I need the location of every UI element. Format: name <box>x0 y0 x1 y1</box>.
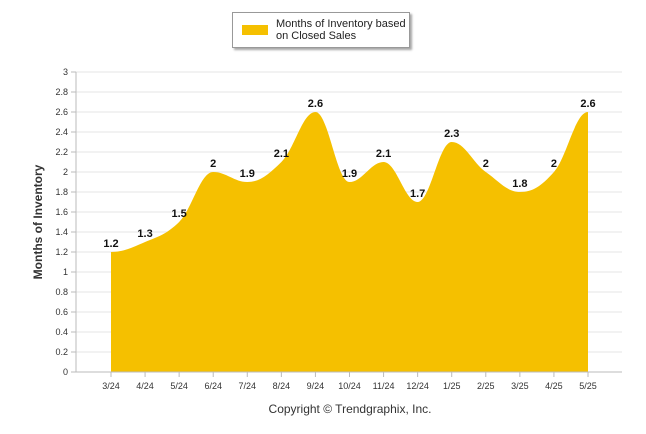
x-tick-label: 3/24 <box>102 381 120 391</box>
y-tick-label: 2.8 <box>55 87 68 97</box>
x-tick-label: 8/24 <box>273 381 291 391</box>
x-tick-label: 6/24 <box>204 381 222 391</box>
y-tick-label: 1.2 <box>55 247 68 257</box>
x-tick-label: 4/24 <box>136 381 154 391</box>
y-axis-label: Months of Inventory <box>31 164 45 279</box>
data-label: 1.8 <box>512 178 527 190</box>
x-tick-label: 2/25 <box>477 381 495 391</box>
x-tick-label: 12/24 <box>406 381 429 391</box>
y-tick-label: 3 <box>63 67 68 77</box>
x-tick-label: 1/25 <box>443 381 461 391</box>
x-tick-label: 7/24 <box>239 381 257 391</box>
area-layer <box>111 112 588 372</box>
area-series-months-of-inventory <box>111 112 588 372</box>
x-tick-label: 4/25 <box>545 381 563 391</box>
data-label: 1.7 <box>410 188 425 200</box>
y-tick-label: 1 <box>63 267 68 277</box>
axis-layer: 0 0.2 0.4 0.6 0.8 1 1.2 1.4 1.6 1.8 2 2.2 2.4 2.6 2.8 3… <box>55 67 622 391</box>
data-label: 2 <box>210 158 216 170</box>
data-label: 1.9 <box>240 168 255 180</box>
data-label: 2.1 <box>274 148 289 160</box>
y-tick-label: 0.4 <box>55 327 68 337</box>
data-label: 1.5 <box>171 208 186 220</box>
x-tick-label: 11/24 <box>373 381 395 391</box>
y-tick-label: 0.6 <box>55 307 68 317</box>
x-tick-label: 10/24 <box>338 381 361 391</box>
y-tick-label: 1.6 <box>55 207 68 217</box>
legend-swatch <box>242 25 268 35</box>
y-tick-label: 2.6 <box>55 107 68 117</box>
footer-copyright: Copyright © Trendgraphix, Inc. <box>269 402 432 416</box>
data-label: 2 <box>483 158 489 170</box>
data-label: 1.9 <box>342 168 357 180</box>
data-label: 2.6 <box>308 98 323 110</box>
data-label: 2.6 <box>580 98 595 110</box>
data-label: 2 <box>551 158 557 170</box>
y-tick-label: 1.8 <box>55 187 68 197</box>
y-tick-label: 2.2 <box>55 147 68 157</box>
legend-label: Months of Inventory based on Closed Sale… <box>276 18 406 42</box>
y-tick-label: 0 <box>63 367 68 377</box>
y-tick-label: 2 <box>63 167 68 177</box>
data-label: 2.1 <box>376 148 391 160</box>
y-tick-label: 2.4 <box>55 127 68 137</box>
data-label: 2.3 <box>444 128 459 140</box>
x-tick-label: 3/25 <box>511 381 529 391</box>
data-label: 1.3 <box>137 228 152 240</box>
y-tick-label: 0.8 <box>55 287 68 297</box>
x-tick-label: 9/24 <box>307 381 325 391</box>
y-tick-label: 0.2 <box>55 347 68 357</box>
y-tick-label: 1.4 <box>55 227 68 237</box>
x-tick-label: 5/25 <box>579 381 597 391</box>
legend: Months of Inventory based on Closed Sale… <box>232 12 410 48</box>
data-label: 1.2 <box>103 238 118 250</box>
label-layer: 1.2 1.3 1.5 2 1.9 2.1 2.6 1.9 2.1 1.7 2.3 2 1.8 2 2.6 <box>103 98 595 250</box>
x-tick-label: 5/24 <box>170 381 188 391</box>
